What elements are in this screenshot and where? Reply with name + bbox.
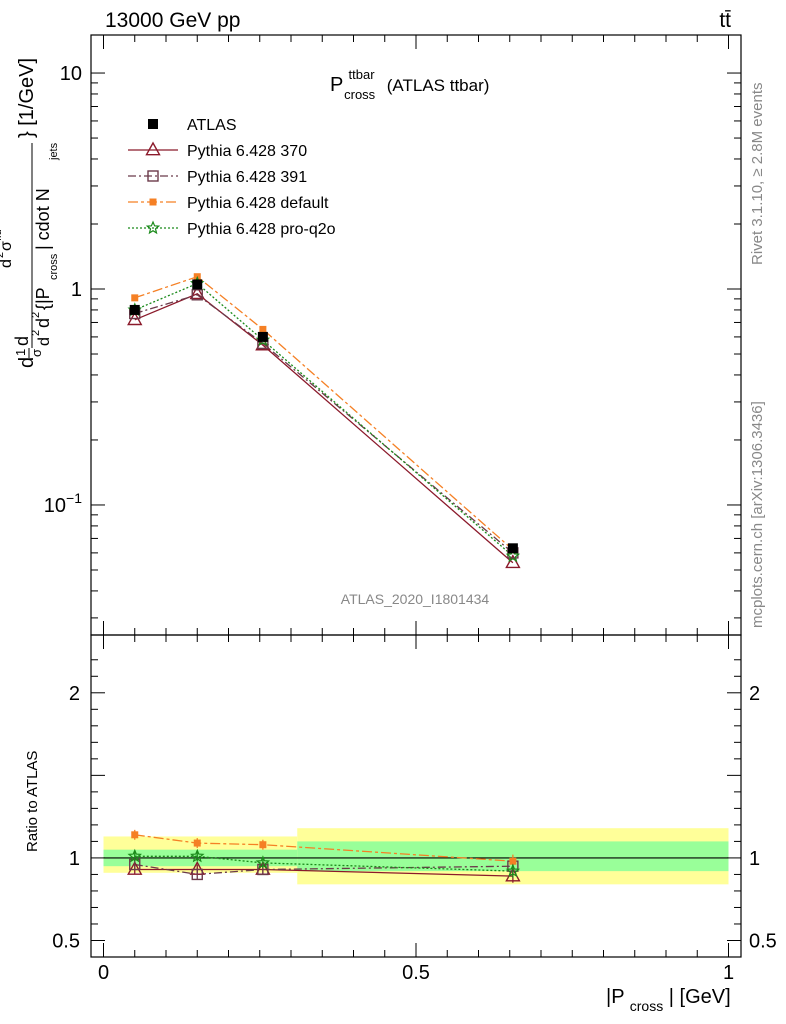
main-point-atlas: [257, 331, 268, 342]
y-label-den-sup: 2: [30, 312, 42, 318]
x-tick-label: 0.5: [402, 962, 430, 984]
x-tick-labels: 0 0.5 1: [98, 962, 734, 984]
main-point-p370: [505, 554, 521, 569]
legend-marker-atlas: [148, 119, 158, 129]
main-line-pdefault: [134, 275, 514, 551]
y-label-den-cross: cross: [48, 253, 60, 280]
plot-title: P ttbar cross (ATLAS ttbar): [330, 62, 489, 104]
ratio-point-pq2o: [505, 863, 521, 878]
main-line-pq2o: [134, 282, 514, 557]
y-label-d-den-sup: 2: [30, 330, 42, 336]
ratio-line-p370: [134, 868, 513, 877]
y-label-num-d: d: [0, 259, 15, 268]
ratio-series-markers: [127, 829, 521, 883]
y-label-d-num: d: [12, 336, 32, 346]
y-label-den-mid: | cdot N: [33, 188, 53, 250]
ratio-y-tick-label-left: 2: [69, 683, 80, 705]
ratio-point-pdefault: [259, 841, 267, 849]
process-label: tt̄: [719, 9, 731, 32]
x-tick-label: 1: [723, 962, 734, 984]
ratio-y-tick-label-right: 0.5: [749, 930, 777, 952]
ratio-point-pq2o: [189, 848, 205, 863]
ratio-series-lines: [134, 834, 513, 877]
ratio-point-pdefault: [509, 857, 517, 865]
ratio-y-axis-label: Ratio to ATLAS: [24, 751, 41, 852]
legend-marker-pdefault: [149, 198, 157, 206]
y-label-d-den: d: [36, 337, 53, 346]
y-label-num-sup: 2: [0, 252, 6, 258]
main-y-tick-label: 1: [71, 279, 82, 301]
ratio-panel-frame: [90, 634, 742, 958]
legend-marker-p391: [147, 170, 159, 182]
ratio-y-tick-label-left: 1: [69, 848, 80, 870]
y-label-close: } [1/GeV]: [16, 58, 38, 138]
main-y-axis-label: d 1 σ d d 2 d 2 σ fid d 2 {|P cross | cd…: [0, 58, 60, 368]
main-point-pq2o: [505, 548, 521, 563]
y-label-frac-num: 1: [13, 349, 28, 356]
ratio-line-pq2o: [134, 855, 513, 872]
energy-label: 13000 GeV pp: [105, 9, 240, 32]
ratio-point-pdefault: [131, 831, 139, 839]
plot-title-suffix: (ATLAS ttbar): [387, 76, 490, 95]
legend-marker-pq2o: [145, 220, 161, 235]
main-y-tick-label: 10: [60, 63, 82, 85]
main-line-p391: [134, 294, 514, 554]
main-point-atlas: [507, 543, 518, 554]
x-label-sub: cross: [630, 998, 663, 1014]
ratio-axis-ticks: [91, 635, 741, 957]
main-axis-ticks: [91, 35, 741, 635]
mcplots-label: mcplots.cern.ch [arXiv:1306.3436]: [749, 401, 766, 628]
main-point-atlas: [129, 304, 140, 315]
main-point-p370: [189, 285, 205, 300]
main-point-pdefault: [259, 325, 267, 333]
plot-title-sub: cross: [344, 87, 376, 102]
legend-label-atlas: ATLAS: [187, 117, 237, 134]
ratio-line-p391: [134, 863, 513, 876]
main-y-tick-label: 10−1: [44, 490, 82, 517]
ratio-line-pdefault: [134, 834, 513, 862]
main-point-p391: [191, 289, 203, 301]
legend-label-p370: Pythia 6.428 370: [187, 143, 307, 160]
ratio-point-p370: [127, 861, 143, 875]
ratio-point-p391: [191, 868, 203, 881]
y-label-num-fid: fid: [0, 229, 4, 241]
ratio-y-tick-labels: 2 2 1 1 0.5 0.5: [52, 683, 777, 953]
legend-label-pdefault: Pythia 6.428 default: [187, 195, 329, 212]
y-label-frac-den: σ: [29, 349, 44, 357]
plot-title-main: P: [330, 74, 343, 96]
analysis-label: ATLAS_2020_I1801434: [341, 591, 490, 607]
plot-title-sup: ttbar: [349, 67, 376, 82]
x-axis-label: |P cross | [GeV]: [606, 986, 731, 1016]
y-label-num-sigma: σ: [0, 241, 15, 251]
legend-marker-p370: [145, 141, 161, 156]
main-point-pdefault: [131, 294, 139, 302]
ratio-point-pq2o: [255, 855, 271, 870]
ratio-y-tick-label-left: 0.5: [52, 930, 80, 952]
main-y-tick-labels: 10 1 10−1: [44, 63, 82, 517]
legend: ATLAS Pythia 6.428 370 Pythia 6.428 391 Pyt…: [128, 117, 336, 238]
legend-label-p391: Pythia 6.428 391: [187, 169, 307, 186]
legend-label-pq2o: Pythia 6.428 pro-q2o: [187, 221, 336, 238]
y-label-d: d: [16, 357, 38, 368]
rivet-label: Rivet 3.1.10, ≥ 2.8M events: [749, 83, 766, 266]
x-label-close: | [GeV]: [669, 986, 731, 1008]
main-series-markers: [127, 273, 521, 569]
ratio-y-tick-label-right: 2: [749, 683, 760, 705]
ratio-y-tick-label-right: 1: [749, 848, 760, 870]
y-label-den-open: {|P: [33, 287, 53, 310]
main-line-p370: [134, 293, 514, 564]
x-label-open: |P: [606, 986, 624, 1008]
y-label-den-jets: jets: [48, 142, 60, 161]
ratio-point-pdefault: [193, 839, 201, 847]
ratio-point-pq2o: [127, 848, 143, 863]
y-label-den-d: d: [33, 318, 53, 328]
main-point-atlas: [192, 279, 203, 290]
x-tick-label: 0: [98, 962, 109, 984]
main-series-lines: [134, 275, 514, 564]
